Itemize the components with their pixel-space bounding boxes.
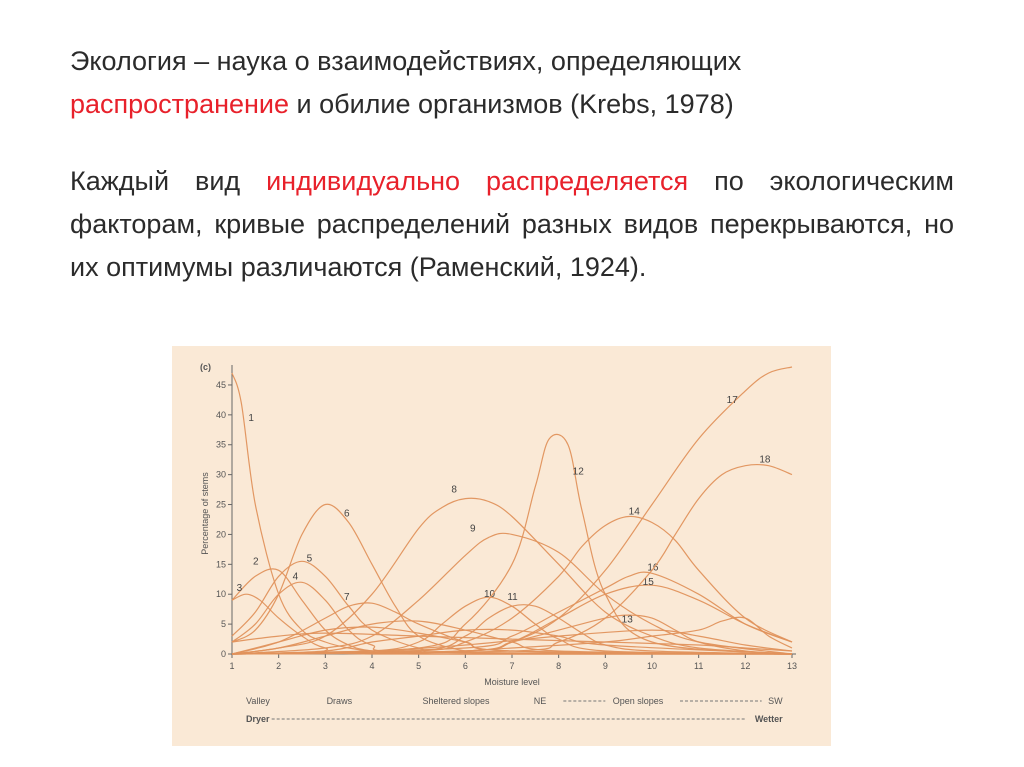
y-tick-label: 30 [216, 470, 226, 480]
species-curve-unlabeled-19 [231, 620, 793, 655]
x-tick-label: 8 [556, 661, 561, 671]
curve-label-3: 3 [237, 583, 243, 594]
curve-label-4: 4 [293, 571, 299, 582]
species-curve-12 [231, 433, 793, 655]
y-tick-label: 35 [216, 440, 226, 450]
species-curve-9 [231, 532, 793, 655]
curve-label-12: 12 [573, 467, 585, 478]
gradient-label-sw: SW [768, 696, 783, 706]
species-curve-16 [231, 571, 793, 655]
curve-label-5: 5 [307, 553, 313, 564]
y-tick-label: 5 [221, 619, 226, 629]
species-curve-11 [231, 604, 793, 655]
y-tick-label: 15 [216, 559, 226, 569]
species-curve-7 [231, 602, 793, 655]
ramensky-text-start: Каждый вид [70, 166, 267, 196]
curve-label-14: 14 [629, 507, 641, 518]
curve-label-16: 16 [647, 562, 659, 573]
x-tick-label: 4 [369, 661, 374, 671]
x-tick-label: 7 [509, 661, 514, 671]
x-tick-label: 10 [647, 661, 657, 671]
x-tick-label: 1 [229, 661, 234, 671]
species-curve-unlabeled-23 [231, 632, 793, 652]
y-axis-title: Percentage of stems [200, 472, 210, 555]
curve-label-11: 11 [507, 592, 518, 603]
x-axis-title: Moisture level [484, 677, 540, 687]
curve-label-18: 18 [759, 455, 771, 466]
y-tick-label: 40 [216, 410, 226, 420]
gradient-label-valley: Valley [246, 696, 270, 706]
definition-text: Экология – наука о взаимодействиях, опре… [70, 46, 742, 76]
curve-label-6: 6 [344, 508, 350, 519]
x-tick-label: 9 [603, 661, 608, 671]
gradient-label-sheltered-slopes: Sheltered slopes [422, 696, 490, 706]
curve-label-10: 10 [484, 589, 496, 600]
species-distribution-figure: (c) 0 5 10 15 20 25 30 35 40 45 1 2 3 4 5 6 7 8 9 10 11 12 13 Mo… [172, 346, 831, 746]
y-tick-label: 20 [216, 529, 226, 539]
species-curve-1 [231, 372, 792, 655]
x-tick-label: 11 [694, 661, 703, 671]
ramensky-text-end: по экологическим факторам, кривые распре… [70, 166, 954, 282]
species-curve-10 [231, 596, 793, 655]
definition-text-end: и обилие организмов (Krebs, 1978) [289, 89, 734, 119]
gradient-label-draws: Draws [327, 696, 353, 706]
x-tick-label: 13 [787, 661, 797, 671]
curve-label-2: 2 [253, 556, 259, 567]
x-tick-label: 2 [276, 661, 281, 671]
y-tick-label: 10 [216, 589, 226, 599]
definition-highlight: распространение [70, 89, 290, 119]
curve-label-8: 8 [451, 485, 457, 496]
y-tick-label: 45 [216, 380, 226, 390]
x-tick-label: 12 [740, 661, 750, 671]
curve-label-17: 17 [727, 395, 739, 406]
species-curve-18 [231, 463, 793, 655]
species-curve-unlabeled-18 [231, 626, 793, 655]
gradient-label-ne: NE [534, 696, 547, 706]
x-tick-label: 3 [323, 661, 328, 671]
gradient-label-open-slopes: Open slopes [613, 696, 664, 706]
ramensky-paragraph: Каждый вид индивидуально распределяется … [70, 160, 954, 289]
y-tick-label: 0 [221, 649, 226, 659]
curve-label-1: 1 [248, 413, 254, 424]
y-tick-label: 25 [216, 500, 226, 510]
definition-paragraph: Экология – наука о взаимодействиях, опре… [70, 40, 954, 126]
ramensky-highlight: индивидуально распределяется [266, 166, 689, 196]
curve-label-7: 7 [344, 592, 350, 603]
x-tick-label: 5 [416, 661, 421, 671]
species-curve-6 [231, 503, 793, 655]
species-curve-17 [231, 366, 793, 655]
species-curve-14 [231, 515, 793, 655]
curve-label-9: 9 [470, 523, 476, 534]
curve-label-13: 13 [622, 614, 634, 625]
curve-label-15: 15 [643, 577, 655, 588]
species-curve-unlabeled-21 [231, 629, 793, 655]
x-tick-label: 6 [463, 661, 468, 671]
panel-label: (c) [200, 362, 211, 372]
species-curve-unlabeled-22 [231, 616, 793, 655]
wetter-label: Wetter [755, 714, 783, 724]
dryer-label: Dryer [246, 714, 270, 724]
species-curve-unlabeled-20 [231, 628, 793, 655]
